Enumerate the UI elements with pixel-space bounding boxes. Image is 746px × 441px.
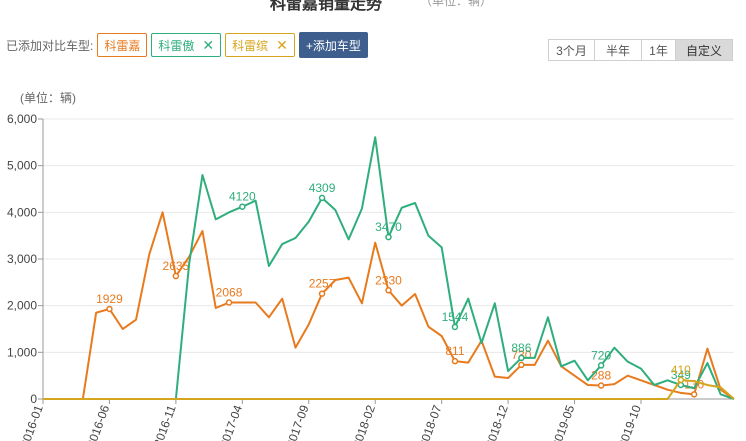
range-selector: 3个月 半年 1年 自定义 [548, 39, 733, 61]
data-label: 2330 [375, 273, 402, 287]
y-unit-label: (单位：辆) [20, 90, 76, 105]
data-label: 288 [591, 369, 611, 383]
page-title: 科雷嘉销量走势 [270, 0, 383, 13]
compare-label: 已添加对比车型: [6, 38, 94, 53]
x-tick-label: 2018-12 [483, 403, 511, 441]
y-tick-label: 4,000 [7, 205, 37, 219]
x-tick-label: 2016-06 [84, 403, 112, 441]
x-tick-label: 2019-05 [549, 403, 577, 441]
model-tag-label: 科雷嘉 [104, 38, 141, 53]
data-point-marker [106, 305, 113, 313]
data-point-marker [318, 290, 326, 297]
data-point-marker [518, 354, 525, 362]
page-subtitle: （单位：辆） [420, 0, 493, 8]
data-label: 720 [591, 348, 611, 362]
data-point-marker [172, 272, 180, 280]
data-label: 811 [445, 344, 464, 358]
y-tick-label: 0 [30, 392, 37, 406]
close-icon[interactable]: ✕ [276, 37, 288, 53]
data-label: 4309 [309, 181, 336, 195]
data-point-marker [318, 194, 326, 202]
close-icon[interactable]: ✕ [202, 37, 215, 53]
model-tag-1[interactable]: 科雷嘉 [97, 33, 148, 57]
x-tick-label: 2019-10 [616, 403, 644, 441]
compare-bar: 已添加对比车型: 科雷嘉 科雷傲 ✕ 科雷缤 ✕ +添加车型 [6, 32, 368, 58]
data-point-marker [225, 299, 233, 306]
model-tag-label: 科雷缤 [232, 38, 269, 53]
data-label: 3470 [375, 220, 402, 234]
model-tag-label: 科雷傲 [158, 38, 195, 53]
y-tick-label: 5,000 [7, 159, 37, 173]
data-point-marker [677, 376, 685, 384]
data-label: 410 [671, 363, 691, 377]
data-point-marker [239, 203, 246, 210]
data-label: 886 [511, 341, 531, 355]
y-tick-label: 1,000 [7, 345, 37, 359]
data-label: 349 [671, 368, 691, 382]
x-tick-label: 2016-11 [151, 403, 179, 441]
data-point-marker [597, 382, 605, 389]
y-tick-label: 3,000 [7, 252, 37, 266]
data-label: 2635 [163, 259, 190, 273]
data-label: 2257 [309, 277, 336, 291]
y-tick-label: 6,000 [7, 112, 37, 126]
data-label: 2068 [216, 285, 243, 299]
data-label: 1929 [96, 292, 123, 306]
data-point-marker [385, 233, 392, 241]
series-line-3 [43, 378, 735, 400]
model-tag-3[interactable]: 科雷缤 ✕ [225, 33, 295, 57]
x-tick-label: 2017-04 [217, 403, 245, 441]
range-custom[interactable]: 自定义 [675, 39, 733, 61]
range-1-year[interactable]: 1年 [641, 39, 676, 61]
x-tick-label: 2018-07 [416, 403, 444, 441]
range-3-months[interactable]: 3个月 [548, 39, 595, 61]
data-label: 4120 [229, 190, 256, 204]
x-tick-label: 2018-02 [350, 403, 378, 441]
data-point-marker [690, 391, 698, 398]
add-model-button[interactable]: +添加车型 [298, 32, 368, 58]
model-tag-2[interactable]: 科雷傲 ✕ [151, 33, 222, 57]
data-point-marker [451, 357, 459, 365]
y-tick-label: 2,000 [7, 299, 37, 313]
data-point-marker [597, 362, 605, 369]
x-tick-label: 2016-01 [18, 403, 46, 441]
data-point-marker [451, 323, 459, 331]
x-tick-label: 2017-09 [283, 403, 311, 441]
range-half-year[interactable]: 半年 [594, 39, 642, 61]
data-point-marker [385, 287, 392, 294]
data-point-marker [518, 361, 525, 369]
data-label: 1544 [442, 310, 469, 324]
